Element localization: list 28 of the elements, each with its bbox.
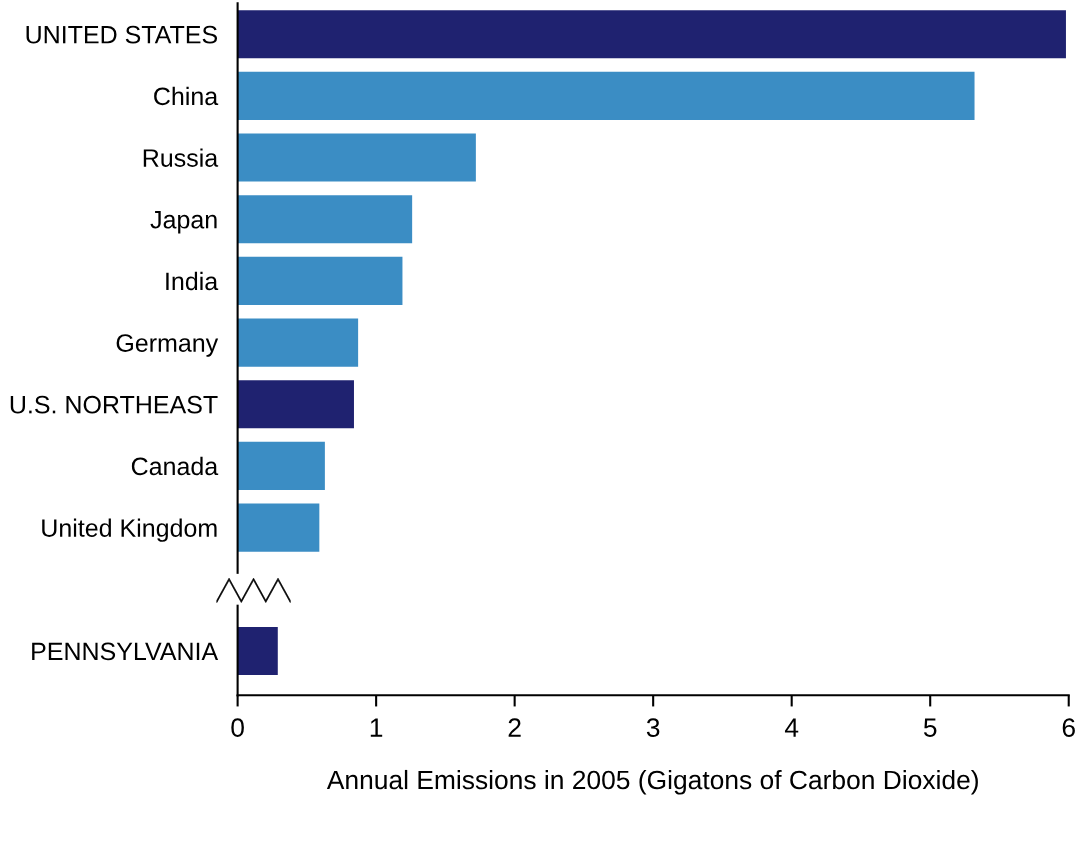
- x-tick-label: 0: [231, 718, 244, 737]
- x-tick-label: 6: [1062, 718, 1075, 737]
- bar: [237, 71, 975, 120]
- y-tick-label: PENNSYLVANIA: [32, 642, 219, 661]
- bar: [237, 133, 476, 182]
- x-tick-label: 1: [370, 718, 383, 737]
- bar: [237, 10, 1066, 59]
- x-tick-label: 3: [646, 718, 660, 737]
- y-tick-label: U.S. NORTHEAST: [10, 395, 218, 414]
- y-tick-label: UNITED STATES: [26, 25, 218, 44]
- bar: [237, 318, 359, 367]
- y-tick-label: Russia: [143, 148, 219, 167]
- bar: [237, 441, 325, 490]
- y-tick-label: United Kingdom: [42, 518, 217, 542]
- y-tick-label: China: [154, 86, 219, 106]
- y-tick-label: India: [166, 271, 219, 291]
- bar: [237, 626, 278, 675]
- bar: [237, 195, 413, 244]
- y-tick-label: Canada: [131, 456, 219, 476]
- y-tick-label: Germany: [116, 334, 219, 357]
- y-tick-label: Japan: [150, 211, 217, 234]
- x-tick-label: 5: [923, 718, 937, 737]
- x-tick-label: 4: [784, 718, 799, 737]
- x-axis-title: Annual Emissions in 2005 (Gigatons of Carbon Dioxide): [326, 769, 978, 795]
- bar: [237, 256, 403, 305]
- bar: [237, 503, 320, 552]
- x-tick-label: 2: [508, 718, 521, 737]
- bar: [237, 380, 354, 429]
